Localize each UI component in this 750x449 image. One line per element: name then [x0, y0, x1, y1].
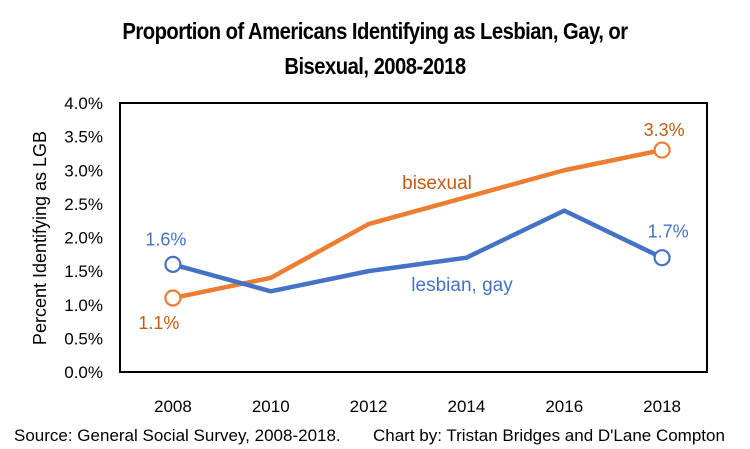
data-label-bisexual-2018: 3.3%	[644, 120, 685, 140]
series-label-bisexual: bisexual	[402, 173, 472, 194]
x-tick-label: 2016	[545, 397, 583, 416]
x-tick-label: 2008	[154, 397, 192, 416]
endpoint-marker	[164, 289, 182, 307]
y-tick-label: 3.0%	[64, 161, 103, 180]
series-line-lesbian-gay	[170, 208, 665, 294]
credit-note: Chart by: Tristan Bridges and D'Lane Com…	[373, 426, 725, 445]
x-tick-label: 2010	[252, 397, 290, 416]
series-group	[164, 141, 671, 307]
endpoint-marker	[164, 255, 182, 273]
endpoint-marker	[653, 141, 671, 159]
y-tick-label: 4.0%	[64, 94, 103, 113]
chart-title-line-1: Proportion of Americans Identifying as L…	[122, 18, 628, 44]
source-note: Source: General Social Survey, 2008-2018…	[14, 426, 341, 445]
x-tick-label: 2012	[350, 397, 388, 416]
endpoint-marker	[653, 249, 671, 267]
data-label-bisexual-2008: 1.1%	[138, 313, 179, 333]
series-label-lesbian-gay: lesbian, gay	[411, 275, 513, 296]
plot-area-frame	[119, 102, 708, 373]
x-tick-label: 2018	[643, 397, 681, 416]
chart-title-line-2: Bisexual, 2008-2018	[284, 53, 466, 79]
y-tick-label: 0.5%	[64, 329, 103, 348]
chart-title: Proportion of Americans Identifying as L…	[45, 14, 705, 84]
series-line-bisexual	[170, 147, 665, 301]
y-tick-label: 0.0%	[64, 363, 103, 382]
x-tick-label: 2014	[448, 397, 486, 416]
x-axis-ticks: 2008 2010 2012 2014 2016 2018	[154, 397, 681, 416]
y-tick-label: 2.0%	[64, 229, 103, 248]
y-tick-label: 1.0%	[64, 296, 103, 315]
y-axis-ticks: 0.0% 0.5% 1.0% 1.5% 2.0% 2.5% 3.0% 3.5% 4.0%	[64, 94, 103, 382]
y-axis-label: Percent Identifying as LGB	[30, 131, 50, 345]
y-tick-label: 1.5%	[64, 262, 103, 281]
y-tick-label: 3.5%	[64, 128, 103, 147]
data-labels-group: 1.1% 3.3% 1.6% 1.7% bisexual lesbian, gay	[138, 120, 688, 333]
data-label-lesbian-gay-2008: 1.6%	[145, 229, 186, 249]
y-tick-label: 2.5%	[64, 195, 103, 214]
data-label-lesbian-gay-2018: 1.7%	[648, 222, 689, 242]
